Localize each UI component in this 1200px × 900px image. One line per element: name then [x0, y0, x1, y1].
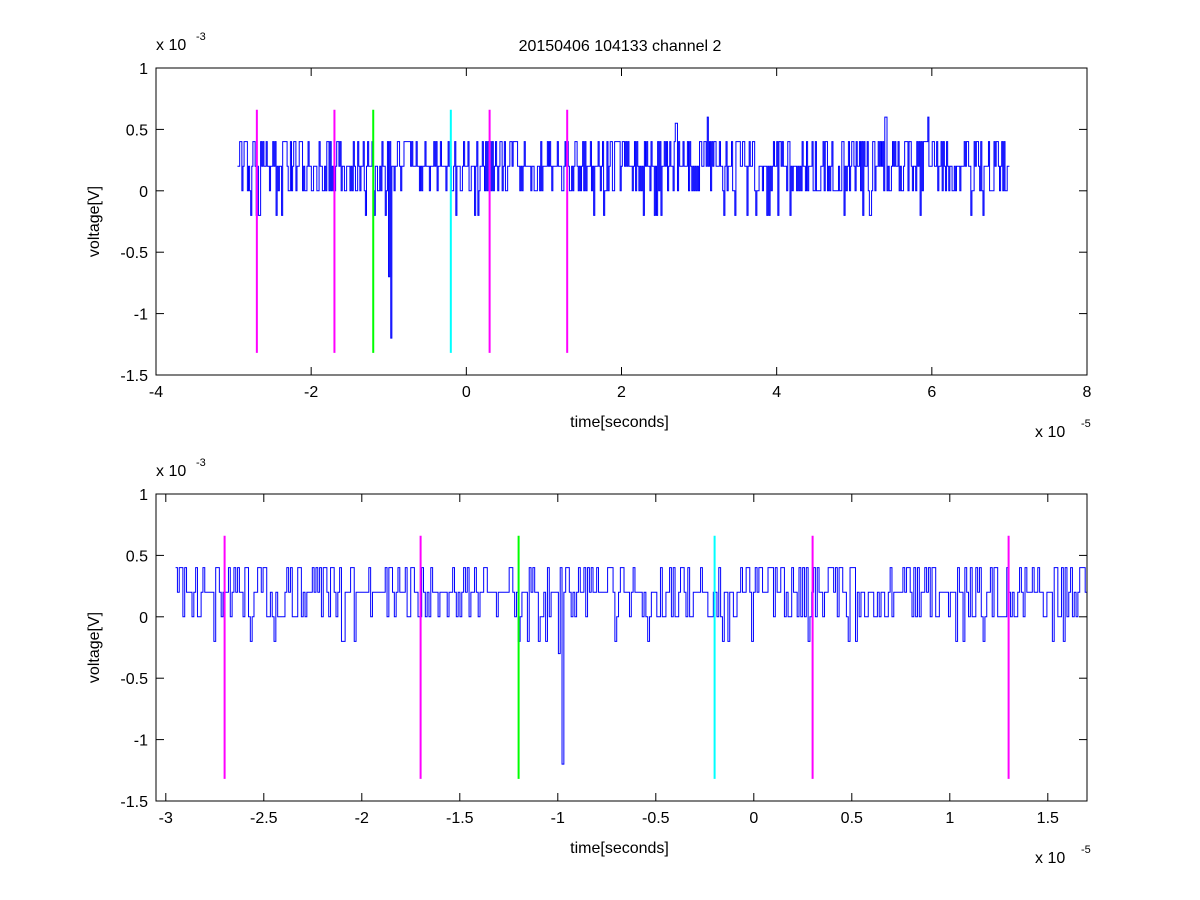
- x-axis-label: time[seconds]: [570, 414, 669, 431]
- signal-trace-0: [237, 116, 1010, 339]
- axes-frame-0: [155, 67, 1088, 376]
- bottom-plot: -3 -2.5 -2 -1.5 -1 -0.5 0 0.5 1 1.5 -1.5 -1 -0.5 0 0.5…: [86, 457, 1091, 867]
- y-tick-label-4: 0.5: [126, 122, 148, 139]
- x-exponent-power: -5: [1081, 418, 1091, 430]
- y-axis-label: voltage[V]: [86, 186, 103, 257]
- x-tick-label-9: 1.5: [1037, 810, 1059, 827]
- y-tick-label-3: 0: [139, 184, 148, 201]
- x-tick-label-0: -3: [159, 810, 173, 827]
- x-tick-label-0: -4: [149, 384, 163, 401]
- x-tick-label-5: 6: [927, 384, 936, 401]
- y-tick-label-0: -1.5: [120, 368, 148, 385]
- x-tick-label-6: 0: [749, 810, 758, 827]
- x-exponent-base: x 10: [1035, 424, 1065, 441]
- y-exponent-base: x 10: [156, 463, 186, 480]
- x-tick-label-3: 2: [617, 384, 626, 401]
- x-exponent-base: x 10: [1035, 850, 1065, 867]
- y-tick-label-2: -0.5: [120, 245, 148, 262]
- x-axis-label: time[seconds]: [570, 840, 669, 857]
- x-tick-label-8: 1: [945, 810, 954, 827]
- x-tick-label-2: -2: [355, 810, 369, 827]
- x-tick-label-1: -2.5: [250, 810, 278, 827]
- x-tick-label-7: 0.5: [841, 810, 863, 827]
- y-tick-label-4: 0.5: [126, 548, 148, 565]
- y-tick-label-1: -1: [134, 307, 148, 324]
- y-tick-label-3: 0: [139, 610, 148, 627]
- y-tick-label-2: -0.5: [120, 671, 148, 688]
- x-tick-label-5: -0.5: [642, 810, 670, 827]
- x-tick-label-3: -1.5: [446, 810, 474, 827]
- y-tick-label-5: 1: [139, 487, 148, 504]
- y-tick-label-5: 1: [139, 61, 148, 78]
- y-axis-label: voltage[V]: [86, 612, 103, 683]
- x-exponent-power: -5: [1081, 844, 1091, 856]
- y-tick-label-1: -1: [134, 733, 148, 750]
- y-exponent-base: x 10: [156, 37, 186, 54]
- x-tick-label-1: -2: [304, 384, 318, 401]
- x-tick-label-4: -1: [551, 810, 565, 827]
- x-tick-label-2: 0: [462, 384, 471, 401]
- top-plot: -4 -2 0 2 4 6 8 -1.5 -1 -0.5 0 0.5 1 time[seconds] vol…: [86, 31, 1092, 441]
- axes-frame-1: [155, 493, 1088, 802]
- figure-title: 20150406 104133 channel 2: [519, 38, 722, 55]
- y-tick-label-0: -1.5: [120, 794, 148, 811]
- x-tick-label-4: 4: [772, 384, 781, 401]
- y-exponent-power: -3: [196, 31, 206, 43]
- y-exponent-power: -3: [196, 457, 206, 469]
- signal-trace-1: [175, 567, 1087, 765]
- x-tick-label-6: 8: [1083, 384, 1092, 401]
